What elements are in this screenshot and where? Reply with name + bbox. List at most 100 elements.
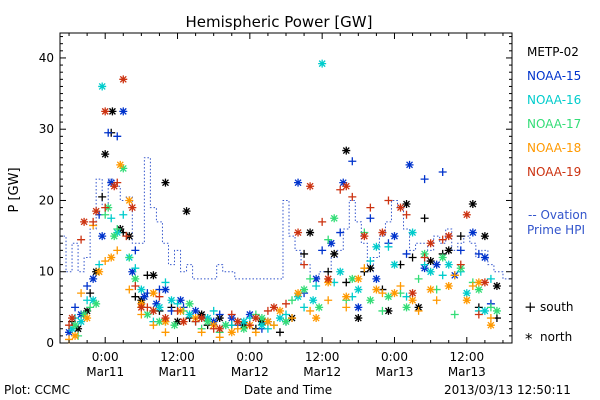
north-point xyxy=(480,306,489,315)
south-point xyxy=(324,235,333,244)
north-point xyxy=(366,264,375,273)
south-point xyxy=(324,296,333,305)
south-point xyxy=(450,310,459,319)
north-point xyxy=(110,182,119,191)
north-point xyxy=(444,281,453,290)
south-point xyxy=(318,246,327,255)
north-point xyxy=(444,246,453,255)
north-point xyxy=(119,107,128,116)
north-point xyxy=(191,306,200,315)
north-point xyxy=(137,285,146,294)
south-point xyxy=(366,257,375,266)
south-point xyxy=(173,306,182,315)
north-point xyxy=(257,321,266,330)
north-point xyxy=(71,321,80,330)
south-point xyxy=(402,292,411,301)
south-point xyxy=(275,328,284,337)
north-point xyxy=(275,314,284,323)
south-point xyxy=(456,232,465,241)
north-point xyxy=(161,285,170,294)
series-metp-02 xyxy=(68,107,501,337)
north-point xyxy=(384,306,393,315)
x-tick-time: 0:00 xyxy=(236,350,263,364)
south-point xyxy=(137,310,146,319)
south-point xyxy=(438,167,447,176)
north-point xyxy=(354,314,363,323)
south-point xyxy=(378,306,387,315)
north-point xyxy=(318,59,327,68)
legend-entry: NOAA-17 xyxy=(527,117,581,131)
x-tick-date: Mar11 xyxy=(159,365,197,379)
north-point xyxy=(152,299,161,308)
south-point xyxy=(396,281,405,290)
north-point xyxy=(65,328,74,337)
south-point xyxy=(113,224,122,233)
x-tick-date: Mar12 xyxy=(231,365,269,379)
south-point xyxy=(227,310,236,319)
north-point xyxy=(306,182,315,191)
south-point xyxy=(474,249,483,258)
north-point xyxy=(203,317,212,326)
north-point xyxy=(161,314,170,323)
north-point xyxy=(300,285,309,294)
x-tick-time: 12:00 xyxy=(450,350,485,364)
north-point xyxy=(95,267,104,276)
north-point xyxy=(98,232,107,241)
north-point xyxy=(185,310,194,319)
north-point xyxy=(468,200,477,209)
north-point xyxy=(354,274,363,283)
legend-entry: NOAA-16 xyxy=(527,93,581,107)
north-point xyxy=(269,303,278,312)
south-point xyxy=(402,249,411,258)
north-point xyxy=(68,314,77,323)
south-point xyxy=(408,253,417,262)
south-point xyxy=(486,314,495,323)
south-point xyxy=(474,310,483,319)
south-point xyxy=(366,203,375,212)
series-noaa-19 xyxy=(65,75,489,333)
south-point xyxy=(378,289,387,298)
south-point xyxy=(420,260,429,269)
north-point xyxy=(408,289,417,298)
north-point xyxy=(128,267,137,276)
south-point xyxy=(420,253,429,262)
ovation-legend-line2: Prime HPI xyxy=(527,223,585,237)
x-tick-date: Mar11 xyxy=(86,365,124,379)
north-point xyxy=(227,328,236,337)
south-point xyxy=(306,274,315,283)
north-point xyxy=(312,274,321,283)
north-point xyxy=(263,317,272,326)
north-point xyxy=(149,271,158,280)
north-point xyxy=(149,289,158,298)
ovation-hpi-step xyxy=(60,157,512,280)
south-point xyxy=(306,306,315,315)
y-axis-label: P [GW] xyxy=(7,167,22,212)
south-point xyxy=(191,317,200,326)
south-point xyxy=(86,289,95,298)
south-point xyxy=(131,246,140,255)
north-point xyxy=(170,321,179,330)
y-tick-label: 30 xyxy=(39,122,54,136)
north-point xyxy=(239,324,248,333)
north-point xyxy=(474,278,483,287)
plot-source: Plot: CCMC xyxy=(4,383,70,397)
south-point xyxy=(104,128,113,137)
south-point xyxy=(89,217,98,226)
north-point xyxy=(405,160,414,169)
north-point xyxy=(315,303,324,312)
north-point xyxy=(426,239,435,248)
north-point xyxy=(342,182,351,191)
south-marker-label: south xyxy=(540,300,574,314)
south-point xyxy=(366,214,375,223)
north-point xyxy=(179,317,188,326)
north-point xyxy=(462,210,471,219)
legend-entry: NOAA-19 xyxy=(527,165,581,179)
north-point xyxy=(68,324,77,333)
south-point xyxy=(263,324,272,333)
south-point xyxy=(336,185,345,194)
north-point xyxy=(251,314,260,323)
south-point xyxy=(420,175,429,184)
north-point xyxy=(83,314,92,323)
north-point xyxy=(462,289,471,298)
